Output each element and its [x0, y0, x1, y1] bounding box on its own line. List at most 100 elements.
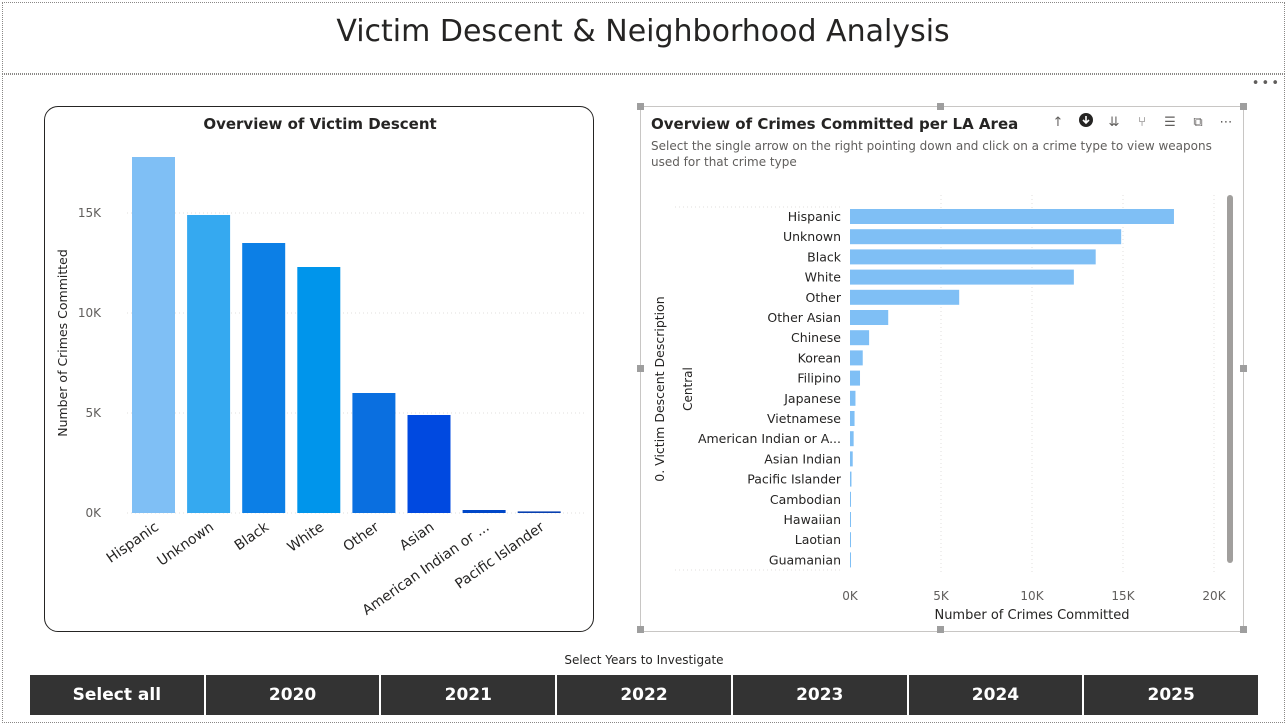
bar [850, 269, 1074, 285]
y-axis-title: Number of Crimes Committed [55, 249, 70, 437]
x-tick-label: White [285, 519, 328, 555]
bar [462, 510, 506, 513]
crimes-per-area-bar-chart[interactable]: 0K 5K 10K 15K 20K Number of Crimes Committed 0… [641, 107, 1245, 633]
resize-handle[interactable] [1240, 365, 1247, 372]
bar [850, 451, 853, 467]
right-chart-title: Overview of Crimes Committed per LA Area [651, 115, 1019, 133]
filter-icon[interactable]: ☰ [1164, 114, 1176, 130]
x-tick-label: 0K [842, 589, 859, 603]
bar [850, 390, 856, 406]
y-tick-label: Asian Indian [764, 451, 841, 466]
y-tick-label: Hispanic [788, 209, 841, 224]
y-tick-label: Chinese [791, 330, 841, 345]
x-tick-label: 10K [1020, 589, 1044, 603]
page-title: Victim Descent & Neighborhood Analysis [336, 14, 950, 49]
bar [132, 157, 175, 513]
bar [850, 471, 852, 487]
bar [850, 552, 851, 568]
bar [297, 267, 341, 513]
x-tick-label: Black [232, 519, 273, 554]
focus-mode-icon[interactable]: ⧉ [1193, 114, 1203, 130]
resize-handle[interactable] [937, 626, 944, 633]
slicer-option-2023[interactable]: 2023 [732, 675, 909, 715]
bar [407, 415, 451, 513]
bar [850, 431, 854, 447]
y-tick-label: Hawaiian [784, 512, 841, 527]
visual-header-toolbar: ↑ ⇊ ⑂ ☰ ⧉ ⋯ [1049, 113, 1235, 131]
bar [850, 289, 960, 305]
resize-handle[interactable] [937, 103, 944, 110]
y-tick-label: Laotian [795, 532, 841, 547]
slicer-option-2025[interactable]: 2025 [1084, 675, 1259, 715]
bar [352, 393, 396, 513]
x-tick-label: Other [340, 519, 382, 555]
bar [187, 215, 231, 513]
bar [850, 491, 851, 507]
x-tick-label: 20K [1202, 589, 1226, 603]
y-tick-label: White [805, 270, 842, 285]
expand-all-icon[interactable]: ⇊ [1108, 114, 1120, 130]
x-axis-title: Number of Crimes Committed [934, 608, 1129, 623]
bar [850, 249, 1096, 265]
resize-handle[interactable] [637, 365, 644, 372]
bar [850, 532, 851, 548]
y-tick-label: 10K [78, 306, 102, 320]
y-tick-label: 5K [85, 406, 102, 420]
resize-handle[interactable] [637, 626, 644, 633]
drill-down-icon[interactable] [1077, 113, 1095, 131]
bar [517, 511, 561, 513]
bar [850, 209, 1174, 224]
x-tick-label: Unknown [154, 519, 216, 569]
x-tick-label: Hispanic [104, 519, 162, 566]
slicer-option-select-all[interactable]: Select all [30, 675, 206, 715]
drill-fork-icon[interactable]: ⑂ [1138, 114, 1146, 130]
slicer-option-2021[interactable]: 2021 [381, 675, 558, 715]
crimes-per-area-chart-card[interactable]: Overview of Crimes Committed per LA Area… [640, 106, 1244, 632]
slicer-option-2022[interactable]: 2022 [557, 675, 733, 715]
slicer-option-2020[interactable]: 2020 [205, 675, 382, 715]
y-tick-label: Guamanian [769, 552, 841, 567]
scrollbar-thumb [1227, 195, 1233, 563]
y-tick-label: Vietnamese [767, 411, 841, 426]
title-frame [2, 2, 1285, 74]
y-tick-label: Pacific Islander [747, 472, 842, 487]
bar [850, 350, 863, 366]
y-tick-label: Japanese [783, 391, 841, 406]
y-tick-label: Cambodian [770, 492, 841, 507]
bar [850, 229, 1122, 245]
bar [850, 411, 855, 426]
y-tick-label: Unknown [783, 229, 841, 244]
x-tick-label: 15K [1111, 589, 1135, 603]
bar [850, 370, 861, 386]
y-tick-label: 0K [85, 506, 102, 520]
slicer-option-2024[interactable]: 2024 [908, 675, 1085, 715]
victim-descent-chart-card[interactable]: Overview of Victim Descent 0K 5K 10K 15K Num… [44, 106, 594, 632]
arrow-up-icon[interactable]: ↑ [1052, 114, 1064, 130]
x-tick-label: 5K [933, 589, 950, 603]
bar [242, 243, 286, 513]
group-label: Central [681, 367, 695, 411]
bar [850, 512, 851, 527]
y-tick-label: 15K [78, 206, 102, 220]
resize-handle[interactable] [1240, 103, 1247, 110]
x-tick-label: Asian [397, 519, 437, 554]
year-slicer: Select all 2020 2021 2022 2023 2024 2025 [30, 675, 1259, 715]
slicer-title: Select Years to Investigate [564, 653, 724, 667]
more-options-icon[interactable]: ⋯ [1219, 114, 1233, 130]
left-chart-title: Overview of Victim Descent [203, 115, 437, 133]
resize-handle[interactable] [637, 103, 644, 110]
victim-descent-column-chart[interactable]: 0K 5K 10K 15K Number of Crimes Committed Hisp… [45, 107, 595, 633]
y-tick-label: Korean [798, 350, 841, 365]
right-chart-subtitle: Select the single arrow on the right poi… [651, 139, 1212, 169]
y-tick-label: Other [806, 290, 842, 305]
y-tick-label: American Indian or A... [698, 431, 841, 446]
bar [850, 310, 889, 325]
y-tick-label: Black [807, 249, 842, 264]
resize-handle[interactable] [1240, 626, 1247, 633]
page-more-options-icon[interactable]: • • • [1251, 76, 1279, 91]
y-tick-label: Other Asian [767, 310, 841, 325]
canvas-frame [2, 74, 1285, 723]
y-axis-title: 0. Victim Descent Description [652, 296, 667, 481]
y-tick-label: Filipino [797, 371, 841, 386]
bar [850, 330, 870, 346]
